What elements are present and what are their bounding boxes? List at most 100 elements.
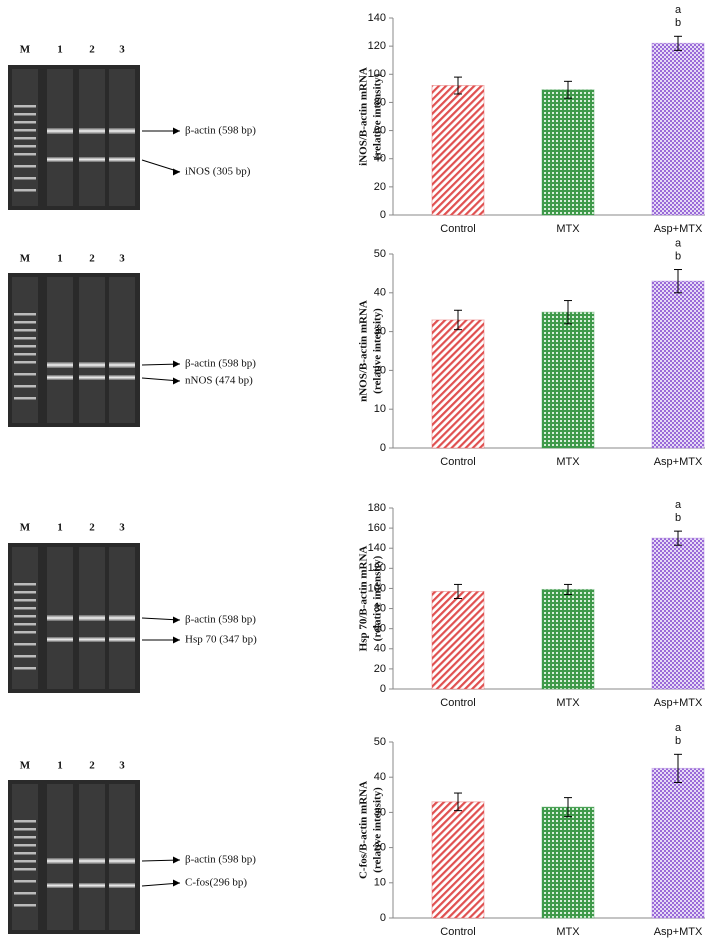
significance-letter: b xyxy=(675,512,681,524)
lane-label: 3 xyxy=(119,522,125,534)
gel-band xyxy=(47,375,73,380)
x-tick-label: Control xyxy=(440,223,475,235)
significance-letter: b xyxy=(675,17,681,29)
x-tick-label: Asp+MTX xyxy=(654,697,703,709)
gel-band xyxy=(79,128,105,134)
y-tick-label: 30 xyxy=(374,806,386,818)
bar xyxy=(541,89,595,216)
lane-label: 1 xyxy=(57,760,63,772)
ladder-band xyxy=(14,892,36,895)
y-tick-label: 80 xyxy=(374,602,386,614)
x-tick-label: Asp+MTX xyxy=(654,456,703,468)
bar xyxy=(541,588,595,690)
gel-band xyxy=(79,362,105,368)
gel-band xyxy=(79,883,105,888)
gel-band xyxy=(79,615,105,621)
gel-band xyxy=(109,858,135,864)
y-tick-label: 180 xyxy=(368,502,386,514)
ladder-band xyxy=(14,165,36,168)
ladder-band xyxy=(14,828,36,831)
y-axis-title-line: (relative intensity) xyxy=(372,73,384,159)
band-label: β-actin (598 bp) xyxy=(185,854,256,866)
bar xyxy=(431,319,485,449)
gel-lane xyxy=(79,277,105,423)
gel-band xyxy=(79,157,105,162)
gel-band xyxy=(79,858,105,864)
ladder-band xyxy=(14,361,36,364)
ladder-band xyxy=(14,129,36,132)
y-tick-label: 40 xyxy=(374,643,386,655)
ladder-band xyxy=(14,880,36,883)
ladder-band xyxy=(14,121,36,124)
ladder-band xyxy=(14,105,36,108)
y-tick-label: 160 xyxy=(368,522,386,534)
error-bar xyxy=(454,583,462,599)
significance-letter: a xyxy=(675,237,682,249)
gel-band xyxy=(109,375,135,380)
y-tick-label: 10 xyxy=(374,403,386,415)
ladder-band xyxy=(14,655,36,658)
x-tick-label: Control xyxy=(440,456,475,468)
y-tick-label: 0 xyxy=(380,912,386,924)
gel-lane xyxy=(12,277,38,423)
x-tick-label: Asp+MTX xyxy=(654,926,703,938)
gel-band xyxy=(47,637,73,642)
lane-label: M xyxy=(20,522,31,534)
bar xyxy=(651,767,705,919)
band-label: iNOS (305 bp) xyxy=(185,166,251,178)
ladder-band xyxy=(14,615,36,618)
gel-band xyxy=(109,157,135,162)
x-tick-label: MTX xyxy=(556,697,580,709)
y-tick-label: 20 xyxy=(374,663,386,675)
band-label: β-actin (598 bp) xyxy=(185,358,256,370)
y-axis-title: iNOS/B-actin mRNA (relative intensity) xyxy=(358,67,384,166)
ladder-band xyxy=(14,353,36,356)
band-label: nNOS (474 bp) xyxy=(185,375,253,387)
error-bar xyxy=(564,300,572,325)
y-axis-title: Hsp 70/B-actin mRNA (relative intensity) xyxy=(358,546,384,652)
significance-letter: a xyxy=(675,499,682,511)
arrow-head xyxy=(173,377,180,385)
x-tick-label: Control xyxy=(440,926,475,938)
gel-band xyxy=(47,615,73,621)
significance-letter: a xyxy=(675,722,682,734)
y-tick-label: 40 xyxy=(374,153,386,165)
y-tick-label: 30 xyxy=(374,326,386,338)
x-tick-label: Control xyxy=(440,697,475,709)
ladder-band xyxy=(14,177,36,180)
y-tick-label: 40 xyxy=(374,287,386,299)
gel-lane xyxy=(12,784,38,930)
ladder-band xyxy=(14,599,36,602)
gel-lane xyxy=(79,784,105,930)
y-axis-title-line: (relative intensity) xyxy=(372,555,384,641)
ladder-band xyxy=(14,345,36,348)
bar xyxy=(431,85,485,216)
lane-label: 1 xyxy=(57,522,63,534)
gel-band xyxy=(109,362,135,368)
ladder-band xyxy=(14,137,36,140)
lane-label: M xyxy=(20,44,31,56)
arrow-head xyxy=(173,616,180,624)
ladder-band xyxy=(14,145,36,148)
y-tick-label: 20 xyxy=(374,181,386,193)
y-tick-label: 10 xyxy=(374,877,386,889)
y-tick-label: 20 xyxy=(374,842,386,854)
y-axis-title-line: (relative intensity) xyxy=(372,308,384,394)
x-tick-label: MTX xyxy=(556,926,580,938)
arrow-head xyxy=(173,360,180,368)
error-bar xyxy=(674,530,682,546)
gel-band xyxy=(109,883,135,888)
x-tick-label: MTX xyxy=(556,223,580,235)
gel-lane xyxy=(109,277,135,423)
gel-band xyxy=(109,128,135,134)
ladder-band xyxy=(14,852,36,855)
band-label: β-actin (598 bp) xyxy=(185,125,256,137)
ladder-band xyxy=(14,189,36,192)
y-tick-label: 140 xyxy=(368,542,386,554)
bar xyxy=(651,42,705,216)
y-tick-label: 140 xyxy=(368,12,386,24)
y-tick-label: 50 xyxy=(374,248,386,260)
y-tick-label: 0 xyxy=(380,683,386,695)
y-axis-title: C-fos/B-actin mRNA (relative intensity) xyxy=(358,781,384,879)
